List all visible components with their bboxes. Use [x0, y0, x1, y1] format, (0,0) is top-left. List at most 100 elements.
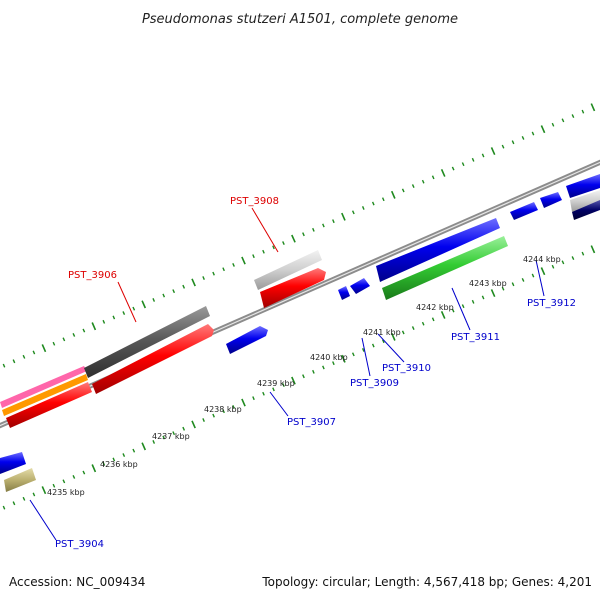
cds-red-3906[interactable]	[92, 324, 214, 394]
tick-mark	[182, 426, 186, 431]
tick-mark	[212, 413, 215, 418]
gene-label-pst3910[interactable]: PST_3910	[382, 363, 431, 374]
tick-mark	[232, 263, 235, 267]
tick-mark	[232, 405, 235, 409]
cds-dark-gray[interactable]	[84, 306, 210, 378]
tick-mark	[172, 289, 176, 294]
scale-label-4235: 4235 kbp	[47, 488, 85, 497]
tick-mark	[540, 267, 546, 276]
tick-mark	[302, 374, 305, 379]
tick-mark	[291, 234, 296, 243]
tick-mark	[440, 310, 446, 319]
tick-mark	[82, 328, 86, 333]
cds-orange[interactable]	[2, 374, 88, 416]
tick-mark	[12, 359, 16, 364]
tick-mark	[182, 284, 186, 289]
tick-mark	[461, 162, 465, 167]
tick-mark	[252, 254, 255, 259]
tick-mark	[152, 440, 156, 444]
tick-mark	[361, 206, 365, 210]
tick-mark	[222, 409, 225, 414]
scale-label-4242: 4242 kbp	[416, 303, 454, 312]
cds-blue-right-b[interactable]	[540, 192, 562, 208]
scale-label-4243: 4243 kbp	[469, 279, 507, 288]
tick-mark	[540, 125, 546, 134]
tick-mark	[490, 289, 496, 298]
tick-mark	[2, 505, 6, 510]
gene-label-pst3909[interactable]: PST_3909	[350, 378, 399, 389]
tick-mark	[262, 391, 265, 396]
cds-green-3911[interactable]	[382, 236, 508, 300]
tick-mark	[531, 131, 535, 136]
tick-mark	[102, 461, 106, 466]
gene-label-pst3904[interactable]: PST_3904	[55, 539, 104, 550]
tick-mark	[122, 453, 126, 457]
cds-blue-small-b[interactable]	[350, 278, 370, 294]
tick-mark	[401, 188, 405, 193]
gene-label-pst3912[interactable]: PST_3912	[527, 298, 576, 309]
cds-blue-bottom-left[interactable]	[0, 452, 26, 474]
tick-mark	[571, 256, 575, 260]
scale-label-4239: 4239 kbp	[257, 379, 295, 388]
cds-red-left[interactable]	[6, 382, 92, 428]
cds-blue-right-c[interactable]	[566, 174, 600, 198]
tick-mark	[481, 153, 485, 158]
tick-mark	[202, 276, 205, 280]
cds-olive[interactable]	[4, 468, 36, 492]
tick-mark	[22, 496, 26, 501]
tick-mark	[272, 387, 275, 392]
cds-blue-3907[interactable]	[226, 326, 268, 354]
tick-mark	[252, 396, 255, 401]
label-leader-lines	[29, 207, 545, 541]
tick-mark	[581, 251, 585, 256]
scale-label-4237: 4237 kbp	[152, 432, 190, 441]
tick-mark	[451, 308, 455, 313]
tick-mark	[152, 298, 156, 302]
tick-mark	[241, 256, 246, 265]
gene-label-pst3911[interactable]: PST_3911	[451, 332, 500, 343]
cds-blue-small-a[interactable]	[338, 286, 350, 300]
tick-mark	[291, 376, 296, 385]
gene-label-pst3908[interactable]: PST_3908	[230, 196, 279, 207]
tick-mark	[431, 175, 435, 180]
tick-mark	[122, 311, 126, 315]
tick-mark	[52, 483, 56, 488]
tick-mark	[390, 332, 396, 341]
gene-labels: PST_3906 PST_3908 PST_3907 PST_3909 PST_…	[55, 196, 576, 550]
cds-light-gray[interactable]	[254, 250, 322, 290]
tick-mark	[132, 448, 136, 453]
tick-mark	[332, 361, 335, 366]
tick-mark	[590, 103, 596, 112]
tick-mark	[511, 140, 515, 145]
tick-mark	[511, 282, 515, 287]
cds-pink[interactable]	[0, 366, 87, 408]
cds-navy-right[interactable]	[572, 200, 600, 220]
tick-mark	[91, 322, 97, 331]
tick-mark	[102, 319, 106, 324]
tick-mark	[381, 339, 385, 344]
cds-light-gray-right[interactable]	[570, 190, 600, 212]
tick-mark	[191, 278, 196, 287]
gene-label-pst3906[interactable]: PST_3906	[68, 270, 117, 281]
tick-mark	[172, 431, 176, 436]
tick-mark	[32, 492, 36, 497]
tick-mark	[112, 457, 116, 462]
tick-mark	[91, 464, 97, 473]
tick-mark	[332, 219, 335, 224]
tick-mark	[41, 486, 47, 495]
cds-red-3908[interactable]	[260, 268, 326, 308]
cds-blue-long[interactable]	[376, 218, 500, 282]
scale-labels: 4235 kbp 4236 kbp 4237 kbp 4238 kbp 4239…	[47, 255, 561, 497]
tick-mark	[141, 442, 147, 451]
tick-mark	[421, 321, 425, 326]
cds-blue-right-a[interactable]	[510, 202, 538, 220]
gene-label-pst3907[interactable]: PST_3907	[287, 417, 336, 428]
tick-mark	[72, 333, 76, 337]
scale-label-4240: 4240 kbp	[310, 353, 348, 362]
tick-mark	[341, 212, 346, 221]
tick-mark	[162, 293, 166, 298]
tick-mark	[481, 295, 485, 300]
scale-label-4236: 4236 kbp	[100, 460, 138, 469]
tick-mark	[191, 420, 196, 429]
